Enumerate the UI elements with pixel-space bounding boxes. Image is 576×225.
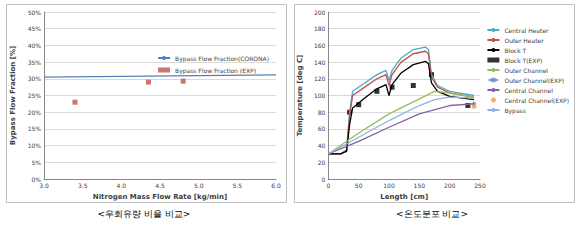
svg-text:3.5: 3.5 [78, 182, 88, 189]
svg-text:Length [cm]: Length [cm] [380, 193, 428, 201]
svg-text:100: 100 [314, 92, 326, 99]
svg-text:140: 140 [314, 59, 326, 66]
svg-text:Outer Heater: Outer Heater [504, 37, 544, 44]
svg-text:Bypass: Bypass [504, 107, 525, 115]
svg-text:20: 20 [318, 159, 326, 166]
svg-text:50%: 50% [28, 9, 42, 16]
svg-text:180: 180 [314, 25, 326, 32]
svg-text:200: 200 [314, 9, 326, 16]
svg-text:45%: 45% [28, 25, 42, 32]
svg-text:60: 60 [318, 125, 326, 132]
svg-text:100: 100 [383, 182, 395, 189]
svg-text:40%: 40% [28, 42, 42, 49]
svg-text:5%: 5% [31, 159, 41, 166]
svg-text:5.0: 5.0 [194, 182, 204, 189]
svg-text:5.5: 5.5 [233, 182, 243, 189]
svg-text:10%: 10% [28, 142, 42, 149]
svg-text:Bypass Flow Fraction [%]: Bypass Flow Fraction [%] [9, 46, 17, 145]
svg-text:<온도분포 비교>: <온도분포 비교> [396, 209, 468, 219]
svg-text:Nitrogen Mass Flow Rate [kg/mi: Nitrogen Mass Flow Rate [kg/min] [93, 193, 227, 201]
svg-text:4.0: 4.0 [117, 182, 127, 189]
svg-text:15%: 15% [28, 125, 42, 132]
svg-text:0: 0 [326, 182, 330, 189]
svg-text:Central Channel(EXP): Central Channel(EXP) [504, 97, 569, 104]
svg-text:200: 200 [444, 182, 456, 189]
svg-text:160: 160 [314, 42, 326, 49]
svg-text:Block T: Block T [504, 47, 526, 54]
svg-text:50: 50 [355, 182, 363, 189]
svg-text:6.0: 6.0 [271, 182, 281, 189]
svg-text:30%: 30% [28, 75, 42, 82]
svg-text:Bypass Flow Fraction (EXP): Bypass Flow Fraction (EXP) [175, 67, 256, 75]
svg-text:Bypass Flow Fraction(CORONA): Bypass Flow Fraction(CORONA) [175, 55, 269, 63]
svg-text:150: 150 [414, 182, 426, 189]
svg-text:25%: 25% [28, 92, 42, 99]
svg-text:Central Heater: Central Heater [504, 27, 549, 34]
svg-text:20%: 20% [28, 109, 42, 116]
svg-text:Temperature [deg C]: Temperature [deg C] [296, 55, 304, 137]
svg-text:4.5: 4.5 [155, 182, 165, 189]
svg-text:80: 80 [318, 109, 326, 116]
svg-text:250: 250 [474, 182, 486, 189]
svg-text:35%: 35% [28, 59, 42, 66]
svg-text:3.0: 3.0 [39, 182, 49, 189]
svg-text:Outer Channel: Outer Channel [504, 67, 548, 74]
svg-text:0%: 0% [31, 175, 41, 183]
svg-text:40: 40 [318, 142, 326, 149]
svg-text:Outer Channel(EXP): Outer Channel(EXP) [504, 77, 564, 84]
svg-text:Block T(EXP): Block T(EXP) [504, 57, 542, 64]
svg-text:Central Channel: Central Channel [504, 87, 553, 94]
svg-text:120: 120 [314, 75, 326, 82]
svg-text:<우회유량 비율 비교>: <우회유량 비율 비교> [98, 209, 191, 219]
svg-text:0: 0 [322, 176, 326, 183]
